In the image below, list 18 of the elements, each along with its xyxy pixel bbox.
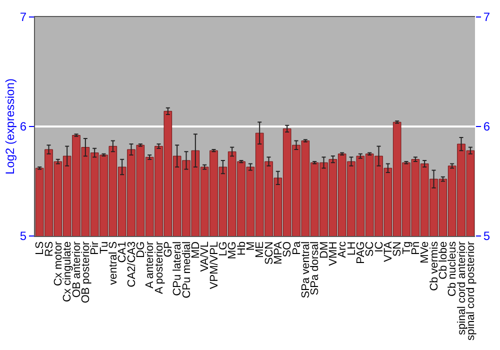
x-tick-label: CPu medial [180, 241, 193, 298]
y-tick-label: 5 [20, 229, 27, 244]
x-tick-label: DG [134, 241, 147, 258]
x-tick-label: Arc [336, 240, 349, 258]
y2-tick-label: 6 [483, 120, 490, 134]
x-tick-label: Pir [89, 241, 102, 255]
y-axis-title: Log2 (expression) [3, 78, 18, 175]
x-tick-label: Cb lobe [437, 241, 450, 280]
x-tick-label: IC [373, 241, 386, 252]
y2-tick-label: 7 [483, 10, 490, 24]
x-tick-label: LG [217, 241, 230, 256]
x-tick-label: SCN [263, 241, 276, 265]
x-tick-label: MVe [419, 241, 432, 264]
y-tick-label: 7 [20, 10, 27, 24]
x-tick-label: RS [43, 241, 56, 257]
x-tick-label: PAG [354, 241, 367, 264]
y-tick-label: 6 [20, 120, 27, 134]
y2-tick-label: 5 [483, 229, 490, 244]
